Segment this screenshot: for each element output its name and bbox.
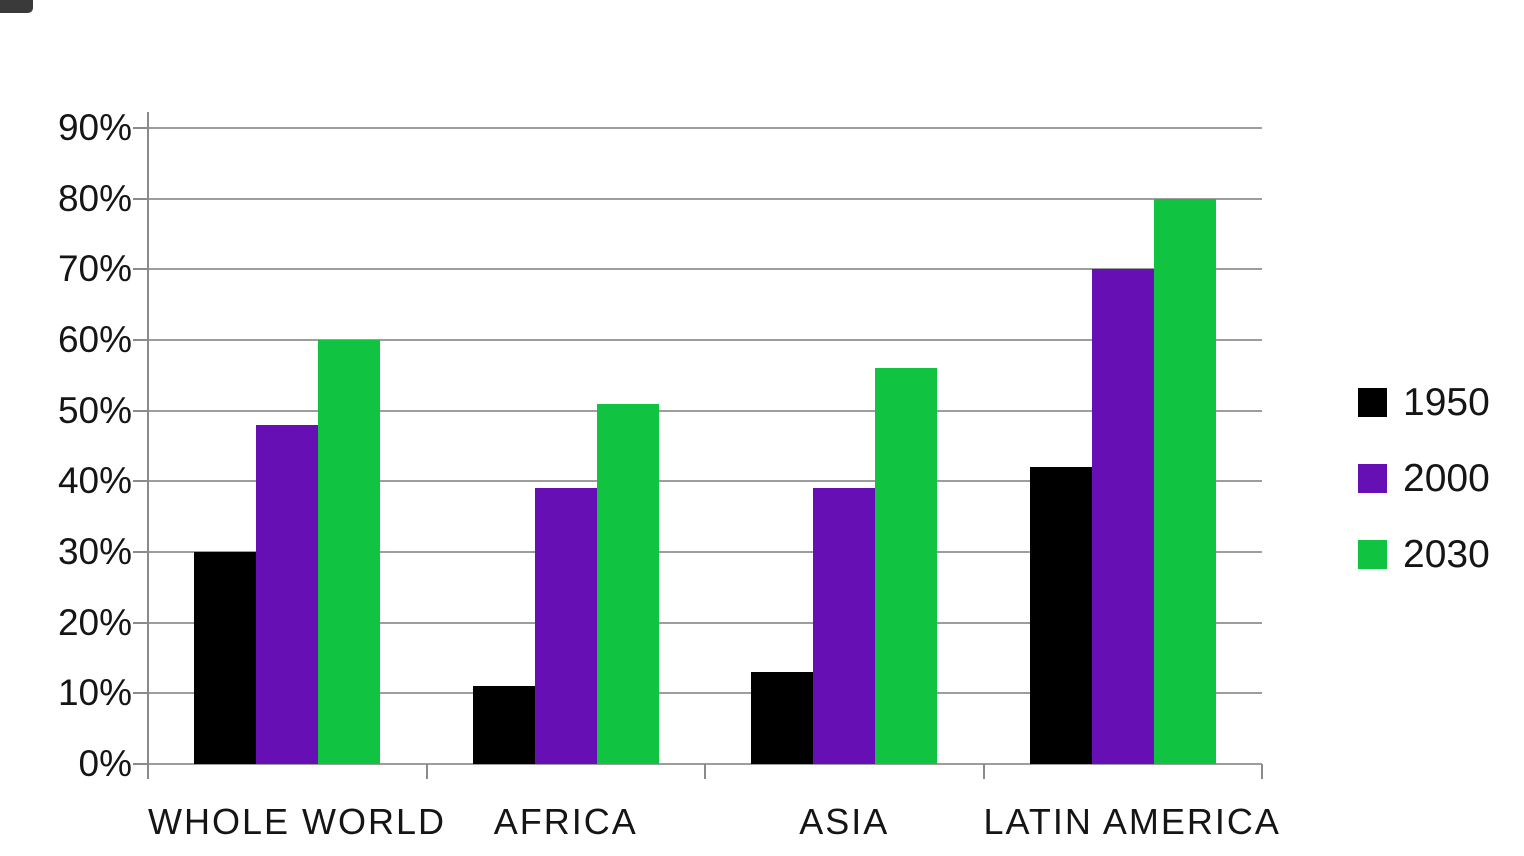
y-axis-label-20: 20% (57, 601, 132, 643)
image-corner-artifact (0, 0, 33, 13)
y-axis-label-50: 50% (57, 389, 132, 431)
y-axis-tick (133, 127, 148, 129)
y-axis-tick (133, 339, 148, 341)
gridline-30 (148, 551, 1262, 553)
bar-africa-1950 (472, 686, 535, 764)
x-axis-label-asia: ASIA (799, 801, 890, 842)
y-axis-tick (133, 763, 148, 765)
y-axis-label-10: 10% (57, 672, 132, 714)
legend-swatch-1950 (1358, 387, 1387, 417)
legend-swatch-2030 (1358, 539, 1387, 569)
y-axis-label-90: 90% (57, 107, 132, 148)
gridline-50 (148, 409, 1262, 412)
legend: 1950 2000 2030 (1358, 364, 1490, 592)
legend-item-2000: 2000 (1358, 440, 1490, 516)
gridline-90 (148, 127, 1262, 129)
y-axis-label-60: 60% (57, 319, 132, 360)
y-axis-tick (133, 197, 148, 200)
y-axis-label-40: 40% (57, 460, 132, 502)
y-axis-tick (133, 409, 148, 412)
y-axis-label-70: 70% (57, 248, 132, 290)
bar-latin-america-1950 (1029, 467, 1092, 764)
bar-africa-2030 (596, 403, 659, 764)
y-axis-label-30: 30% (57, 531, 132, 572)
y-axis-tick (133, 480, 148, 483)
x-axis-tick (704, 764, 706, 779)
gridline-80 (148, 197, 1262, 200)
y-axis-label-80: 80% (57, 177, 132, 219)
x-axis-tick (982, 764, 985, 779)
bar-latin-america-2030 (1153, 198, 1216, 764)
bar-asia-2030 (875, 368, 938, 764)
gridline-20 (148, 621, 1262, 624)
y-axis-tick (133, 621, 148, 624)
bar-whole-world-2000 (256, 424, 319, 764)
y-axis-tick (133, 551, 148, 553)
x-axis-label-latin-america: LATIN AMERICA (983, 801, 1281, 842)
x-axis-tick (1261, 764, 1263, 779)
x-axis-label-whole-world: WHOLE WORLD (148, 801, 447, 842)
legend-item-1950: 1950 (1358, 364, 1490, 440)
legend-label-2000: 2000 (1403, 456, 1490, 500)
x-axis-label-africa: AFRICA (493, 801, 638, 842)
legend-swatch-2000 (1358, 463, 1387, 493)
y-axis-tick (133, 692, 148, 695)
legend-label-2030: 2030 (1403, 532, 1490, 576)
bar-whole-world-1950 (194, 552, 257, 764)
legend-label-1950: 1950 (1403, 380, 1490, 424)
bar-africa-2000 (534, 488, 597, 764)
x-axis-tick (425, 764, 428, 779)
bar-asia-2000 (813, 488, 876, 764)
plot-area (148, 127, 1262, 765)
y-axis (147, 112, 149, 778)
legend-item-2030: 2030 (1358, 516, 1490, 592)
bar-whole-world-2030 (318, 340, 381, 764)
bar-latin-america-2000 (1091, 269, 1154, 764)
bar-asia-1950 (751, 672, 814, 764)
gridline-40 (148, 480, 1262, 483)
gridline-60 (148, 339, 1262, 341)
y-axis-tick (133, 268, 148, 271)
y-axis-label-0: 0% (78, 743, 132, 784)
gridline-70 (148, 268, 1262, 271)
gridline-10 (148, 692, 1262, 695)
x-axis-tick (147, 764, 149, 779)
